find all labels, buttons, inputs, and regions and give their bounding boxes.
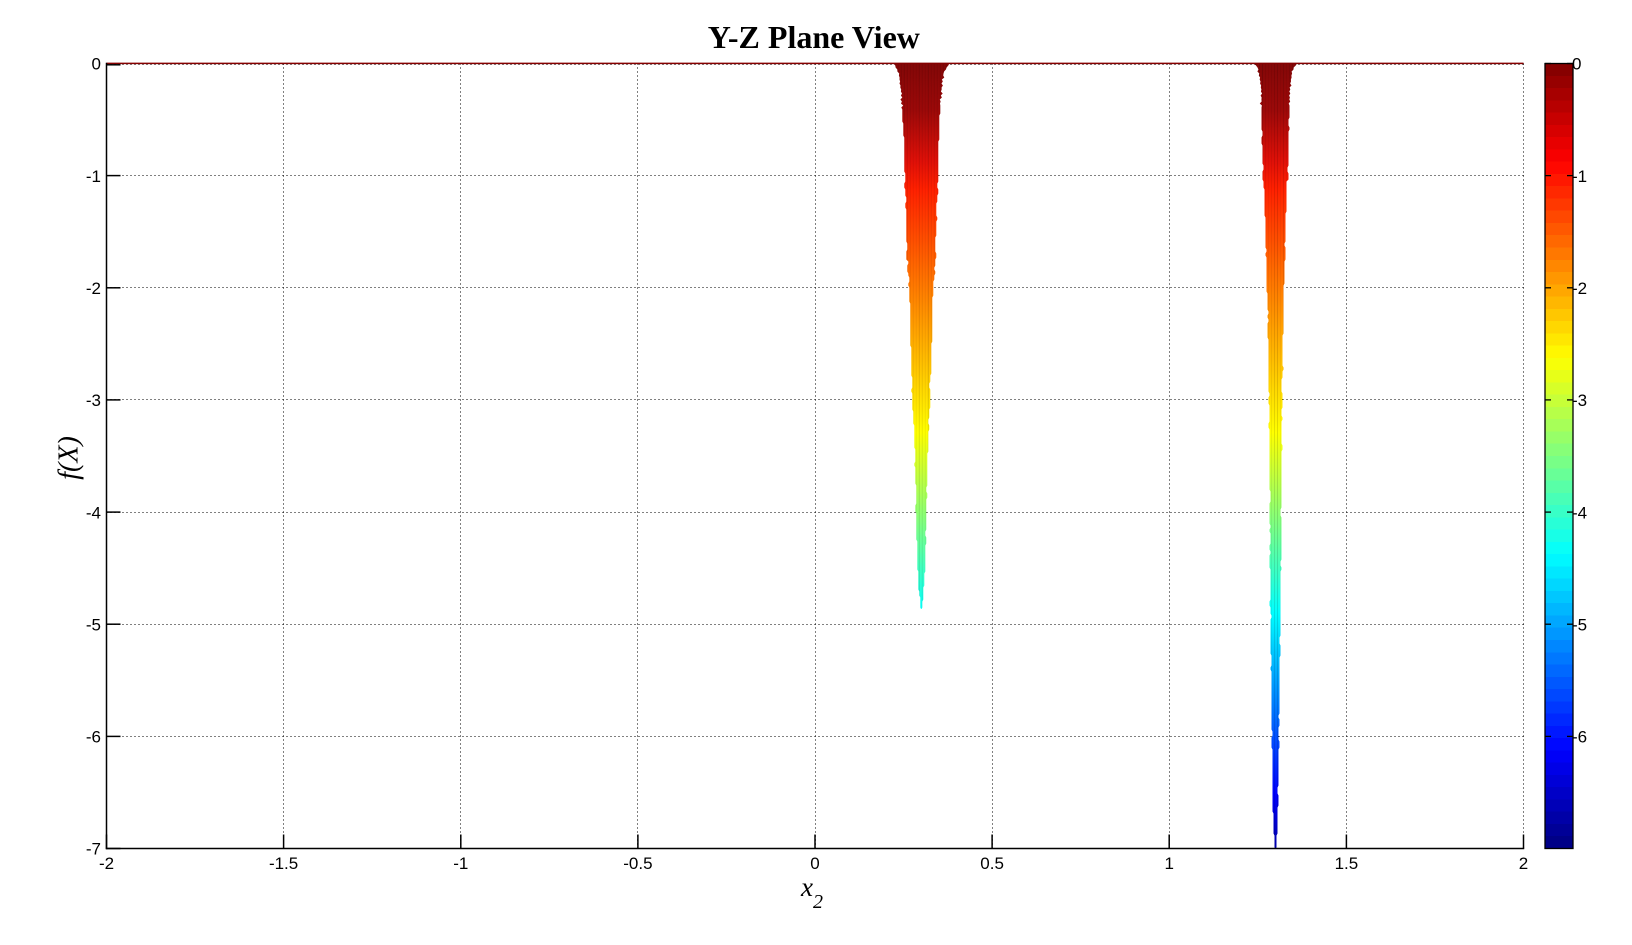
svg-text:-6: -6 bbox=[1572, 728, 1587, 747]
svg-text:-1: -1 bbox=[1572, 167, 1587, 186]
svg-text:-5: -5 bbox=[1572, 615, 1587, 634]
svg-text:2: 2 bbox=[1519, 854, 1528, 873]
svg-text:0.5: 0.5 bbox=[980, 854, 1004, 873]
svg-text:-0.5: -0.5 bbox=[623, 854, 652, 873]
svg-text:Y-Z Plane View: Y-Z Plane View bbox=[708, 19, 920, 55]
svg-text:-2: -2 bbox=[99, 854, 114, 873]
svg-text:-3: -3 bbox=[1572, 391, 1587, 410]
svg-text:-6: -6 bbox=[86, 728, 101, 747]
svg-text:-2: -2 bbox=[86, 279, 101, 298]
svg-text:-1.5: -1.5 bbox=[269, 854, 298, 873]
svg-text:-2: -2 bbox=[1572, 279, 1587, 298]
svg-text:0: 0 bbox=[810, 854, 819, 873]
svg-text:-4: -4 bbox=[1572, 503, 1587, 522]
svg-text:f(X): f(X) bbox=[54, 436, 85, 480]
svg-text:1.5: 1.5 bbox=[1335, 854, 1359, 873]
svg-text:-3: -3 bbox=[86, 391, 101, 410]
svg-text:0: 0 bbox=[92, 55, 101, 74]
svg-text:0: 0 bbox=[1572, 55, 1581, 74]
svg-text:1: 1 bbox=[1164, 854, 1173, 873]
svg-text:-5: -5 bbox=[86, 615, 101, 634]
svg-text:-4: -4 bbox=[86, 503, 101, 522]
svg-text:-1: -1 bbox=[453, 854, 468, 873]
svg-text:-1: -1 bbox=[86, 167, 101, 186]
svg-text:-7: -7 bbox=[86, 840, 101, 859]
